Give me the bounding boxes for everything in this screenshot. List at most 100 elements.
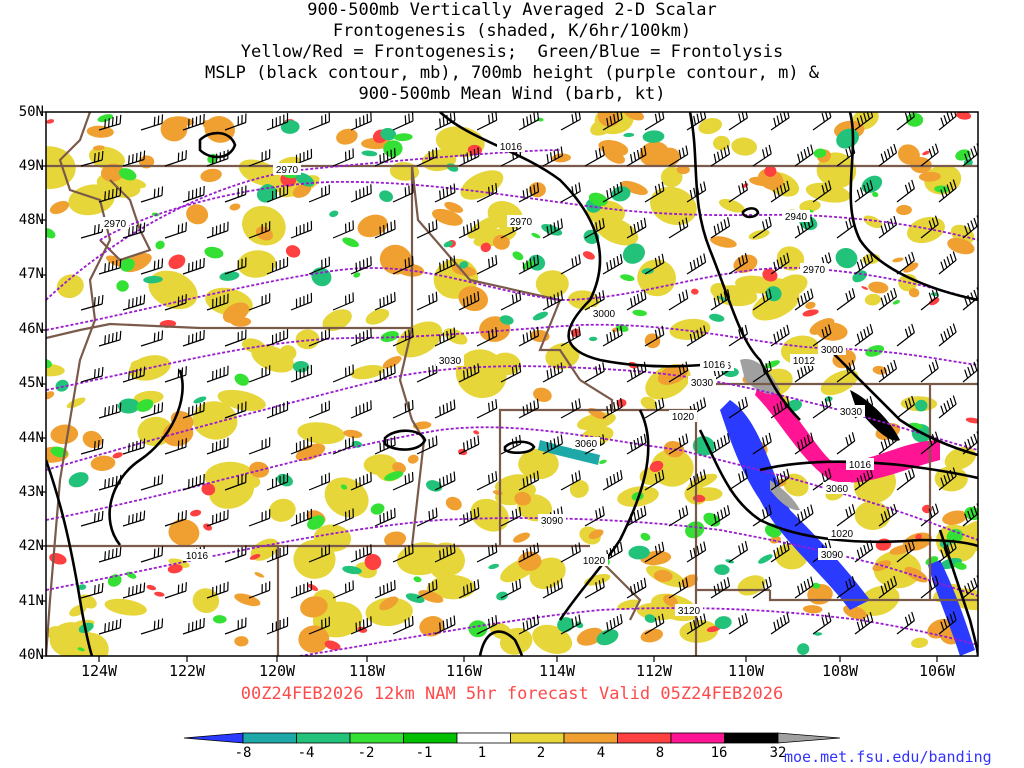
shade-blob (676, 165, 690, 175)
shade-blob (204, 246, 224, 259)
wind-barb (981, 611, 998, 634)
wind-barb (164, 438, 187, 455)
wind-barb (248, 509, 271, 527)
mslp-label: 1016 (846, 458, 874, 471)
colorbar-swatch (456, 732, 511, 744)
wind-barb (794, 432, 814, 455)
svg-text:1016: 1016 (849, 460, 872, 471)
shade-blob (458, 286, 489, 312)
wind-barb (920, 503, 939, 527)
shade-blob (50, 446, 68, 458)
shade-blob (533, 387, 552, 402)
shade-blob (324, 640, 341, 651)
shade-blob (480, 242, 491, 253)
shade-blob (322, 309, 352, 331)
wind-barb (584, 506, 605, 527)
wind-barb (458, 147, 480, 167)
shade-blob (160, 116, 188, 142)
shade-blob (209, 473, 254, 509)
wind-barb (164, 510, 187, 527)
wind-barb (920, 359, 939, 383)
border-id-mt (410, 165, 581, 381)
wind-barb (98, 546, 122, 563)
wind-barb (668, 289, 689, 311)
wind-barb (938, 611, 957, 635)
wind-barb (266, 329, 289, 347)
wind-barb (164, 366, 187, 383)
wind-barb (770, 324, 790, 347)
shade-blob (350, 364, 385, 380)
shade-blob (379, 190, 394, 202)
wind-barb (182, 329, 205, 347)
axis-ticks (40, 111, 938, 662)
wind-barb (182, 473, 205, 491)
shade-blob (642, 130, 665, 143)
wind-barb (896, 179, 915, 203)
shade-blob (430, 559, 452, 579)
wind-barb (80, 510, 104, 527)
wind-barb (710, 577, 731, 599)
wind-barb (266, 185, 289, 203)
wind-barb (878, 359, 898, 383)
svg-text:1016: 1016 (186, 551, 209, 562)
wind-barb (416, 507, 438, 527)
wind-barbs (80, 112, 998, 635)
wind-barb (836, 432, 856, 455)
shade-blob (588, 336, 598, 342)
shade-blob (230, 316, 252, 327)
wind-barb (434, 183, 456, 203)
svg-text:3060: 3060 (575, 439, 598, 450)
wind-barb (542, 290, 563, 311)
colorbar-arrow-left (183, 732, 244, 744)
wind-barb (938, 112, 957, 131)
wind-barb (938, 251, 957, 275)
lat-label: 46N (18, 321, 44, 337)
wind-barb (290, 220, 313, 239)
shade-blob (942, 510, 968, 525)
wind-barb (332, 508, 354, 527)
shade-blob (468, 620, 488, 638)
wind-barb (794, 576, 814, 599)
shade-blob (532, 624, 573, 654)
mslp-label: 1020 (828, 527, 856, 540)
title-line-3: Yellow/Red = Frontogenesis; Green/Blue =… (240, 42, 784, 62)
wind-barb (626, 433, 647, 455)
wind-barb (458, 579, 480, 599)
wind-barb (602, 398, 623, 419)
shade-blob (813, 148, 827, 158)
wind-barb (266, 113, 289, 131)
wind-barb (668, 217, 689, 239)
wind-barb (981, 179, 998, 202)
wind-barb (290, 508, 313, 527)
shade-blob (872, 365, 887, 375)
wind-barb (896, 467, 915, 491)
shade-blob (956, 112, 972, 120)
shade-blob (769, 536, 781, 544)
svg-text:3120: 3120 (678, 606, 701, 617)
wind-barb (374, 580, 396, 599)
svg-text:2970: 2970 (104, 219, 127, 230)
wind-barb (392, 543, 414, 563)
shade-blob (809, 318, 835, 335)
wind-barb (686, 181, 707, 203)
shade-blob (922, 150, 930, 156)
lon-label: 120W (258, 662, 296, 680)
wind-barb (668, 505, 689, 527)
colorbar-swatch (563, 732, 618, 744)
wind-barb (350, 472, 372, 491)
wind-barb (416, 579, 438, 599)
shade-blob (77, 584, 87, 590)
wind-barb (686, 613, 707, 635)
wind-barb (434, 327, 456, 347)
shade-blob (863, 215, 883, 229)
shade-blob (710, 236, 737, 248)
colorbar-arrow-right (777, 732, 841, 744)
wind-barb (350, 544, 372, 563)
shade-blob (799, 199, 821, 213)
shade-blob (907, 216, 945, 244)
lon-label: 124W (80, 662, 118, 680)
shade-blob (234, 636, 249, 647)
border-wa-or (46, 322, 412, 340)
shade-blob (119, 258, 135, 272)
wind-barb (98, 618, 122, 635)
